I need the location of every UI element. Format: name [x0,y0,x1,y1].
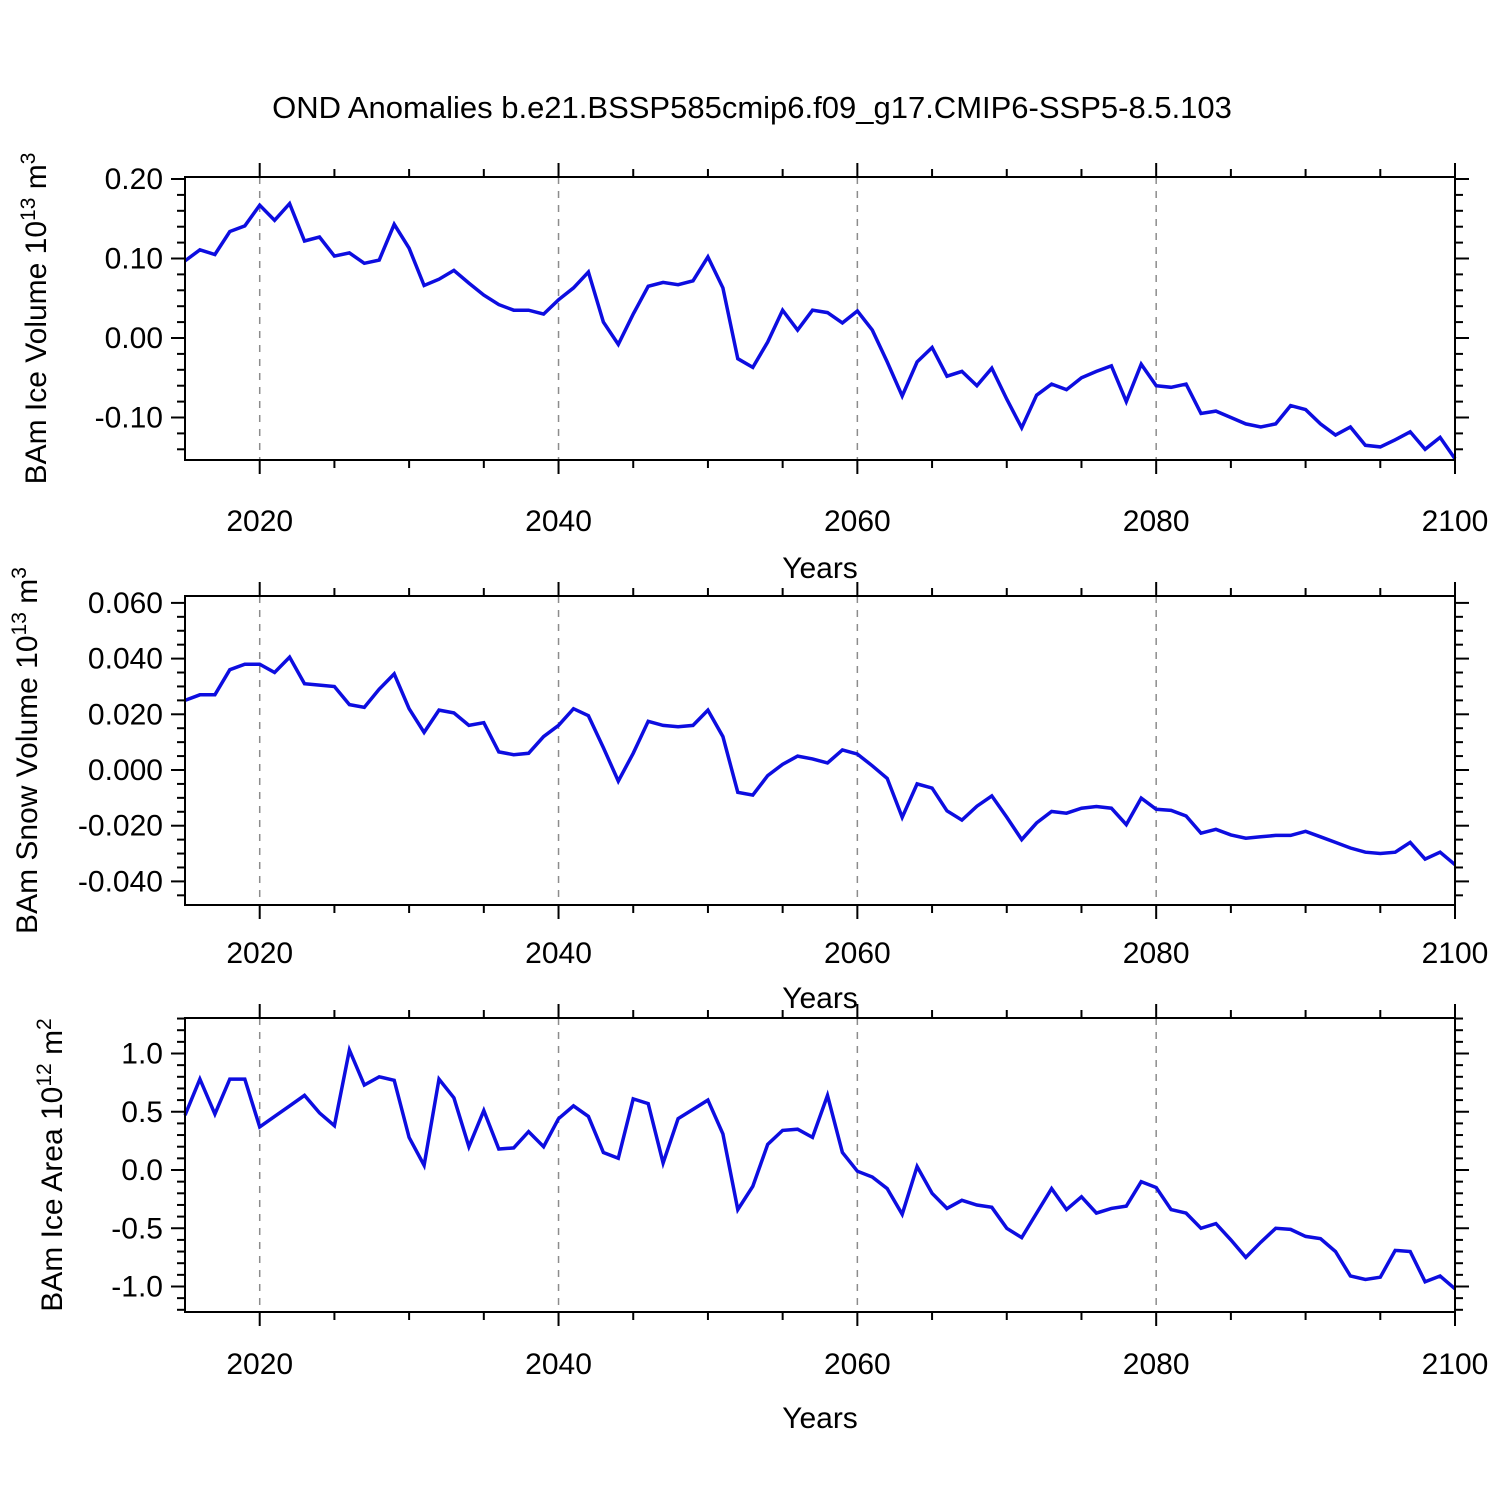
axis-ticks [171,582,1469,919]
y-axis-title-part: BAm Snow Volume 10 [11,635,44,934]
y-tick-label: -0.020 [78,810,163,843]
y-tick-label: 0.20 [105,163,163,196]
y-axis-title: BAm Ice Volume 1013 m3 [17,153,53,485]
plot-frame [184,595,1456,906]
y-axis-title-part: m [36,1030,69,1063]
y-tick-labels: 1.0 0.5 0.0 -0.5 -1.0 [111,1038,163,1304]
y-tick-label: 0.0 [121,1154,163,1187]
x-tick-label: 2040 [525,937,592,970]
x-tick-label: 2060 [824,1348,891,1381]
y-axis-title-sup: 13 [17,198,40,221]
x-tick-labels: 2020 2040 2060 2080 2100 [226,505,1488,538]
y-tick-label: -0.10 [95,402,163,435]
y-tick-label: -0.040 [78,865,163,898]
x-tick-label: 2060 [824,505,891,538]
y-tick-label: 0.040 [88,643,163,676]
y-tick-label: 0.10 [105,243,163,276]
y-tick-label: 0.000 [88,754,163,787]
y-tick-label: 0.020 [88,698,163,731]
x-tick-label: 2020 [226,505,293,538]
x-tick-labels: 2020 2040 2060 2080 2100 [226,937,1488,970]
x-tick-label: 2080 [1123,1348,1190,1381]
plot-frame [184,1017,1456,1313]
y-tick-label: 0.060 [88,587,163,620]
x-axis-title: Years [782,552,858,585]
x-gridlines [258,177,1157,460]
x-axis-title: Years [782,982,858,1015]
x-tick-label: 2080 [1123,937,1190,970]
y-axis-title-sup: 2 [33,1018,56,1030]
y-axis-title-part: m [20,164,53,197]
y-axis-title-part: BAm Ice Area 10 [36,1087,69,1312]
x-gridlines [258,596,1157,905]
x-axis-title: Years [782,1402,858,1435]
x-tick-label: 2100 [1422,1348,1489,1381]
plot-frame [184,176,1456,461]
panels-group: 0.20 0.10 0.00 -0.10 2020 2040 2060 2080 2100 Yea… [8,153,1488,1435]
y-tick-label: -1.0 [111,1271,163,1304]
panel-snow-volume: 0.060 0.040 0.020 0.000 -0.020 -0.040 2020 2040… [8,567,1488,1015]
x-tick-label: 2100 [1422,937,1489,970]
y-axis-title-sup: 3 [17,153,40,165]
x-tick-label: 2040 [525,505,592,538]
axis-ticks [171,163,1469,474]
y-axis-title-sup: 3 [8,567,31,579]
y-tick-labels: 0.20 0.10 0.00 -0.10 [95,163,163,435]
x-tick-labels: 2020 2040 2060 2080 2100 [226,1348,1488,1381]
x-tick-label: 2040 [525,1348,592,1381]
panel-ice-volume: 0.20 0.10 0.00 -0.10 2020 2040 2060 2080 2100 Yea… [17,153,1488,585]
x-tick-label: 2080 [1123,505,1190,538]
y-tick-labels: 0.060 0.040 0.020 0.000 -0.020 -0.040 [78,587,163,899]
y-axis-title-part: m [11,579,44,612]
y-tick-label: -0.5 [111,1212,163,1245]
y-tick-label: 0.5 [121,1096,163,1129]
panel-ice-area: 1.0 0.5 0.0 -0.5 -1.0 2020 2040 2060 2080 2100 Yea… [33,1004,1488,1435]
x-tick-label: 2020 [226,937,293,970]
y-axis-title: BAm Snow Volume 1013 m3 [8,567,44,934]
axis-ticks [171,1004,1469,1326]
ice-area-series-line [183,1044,1457,1291]
y-axis-title: BAm Ice Area 1012 m2 [33,1018,69,1312]
figure-title: OND Anomalies b.e21.BSSP585cmip6.f09_g17… [272,90,1232,125]
x-tick-label: 2100 [1422,505,1489,538]
y-axis-title-sup: 12 [33,1063,56,1086]
snow-volume-series-line [184,654,1457,867]
y-axis-title-sup: 13 [8,612,31,635]
x-tick-label: 2020 [226,1348,293,1381]
y-tick-label: 1.0 [121,1038,163,1071]
ice-volume-series-line [183,200,1457,460]
x-tick-label: 2060 [824,937,891,970]
y-axis-title-part: BAm Ice Volume 10 [20,221,53,484]
x-gridlines [258,1018,1157,1312]
y-tick-label: 0.00 [105,322,163,355]
